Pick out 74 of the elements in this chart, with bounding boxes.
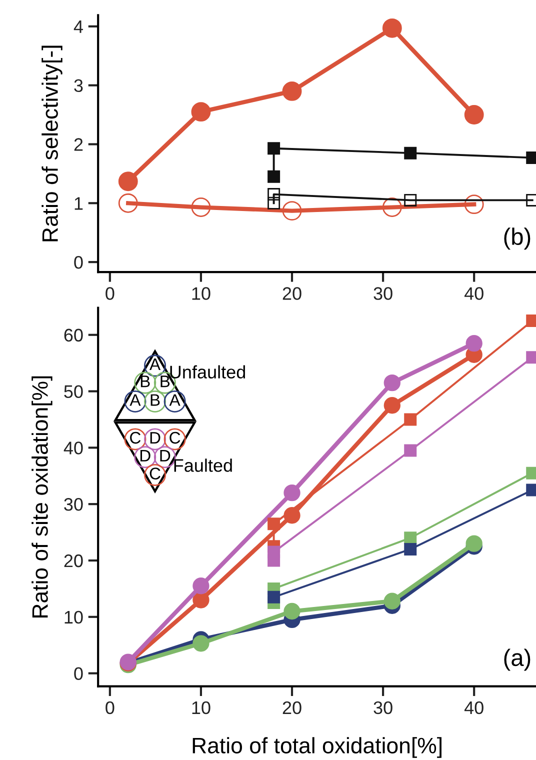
x-tick-label: 0 <box>106 701 114 714</box>
annotation: B <box>160 376 170 388</box>
point <box>404 542 417 556</box>
annotation: A <box>149 358 161 370</box>
point <box>118 193 138 213</box>
point <box>404 194 417 206</box>
y-axis-title: Ratio of selectivity[-] <box>42 46 62 242</box>
point <box>284 484 300 502</box>
annotation: C <box>130 432 141 444</box>
point <box>404 532 417 544</box>
y-tick-label: 60 <box>64 328 83 342</box>
point <box>382 198 402 217</box>
y-axis-title: Ratio of site oxidation[%] <box>32 376 52 618</box>
annotation: (b) <box>504 228 530 250</box>
x-tick-label: 0 <box>106 287 114 300</box>
annotation: C <box>170 432 180 444</box>
y-tick-label: 40 <box>64 442 83 454</box>
x-tick-label: 30 <box>374 701 392 714</box>
point <box>404 146 417 160</box>
point <box>192 635 210 652</box>
y-tick-label: 50 <box>64 385 83 398</box>
annotation: D <box>160 450 170 462</box>
annotation: C <box>150 468 160 480</box>
annotation: (a) <box>504 648 530 671</box>
point <box>191 102 211 122</box>
x-tick-label: 40 <box>464 701 484 714</box>
point <box>268 518 280 530</box>
annotation: Unfaulted <box>170 365 246 378</box>
point <box>404 413 417 426</box>
x-axis-title: Ratio of total oxidation[%] <box>192 737 442 758</box>
annotation: A <box>169 394 180 406</box>
y-tick-label: 0 <box>74 667 83 680</box>
point <box>192 592 210 608</box>
y-tick-label: 2 <box>74 138 83 151</box>
annotation: D <box>140 450 150 462</box>
y-tick-label: 0 <box>74 256 83 269</box>
point <box>282 201 302 221</box>
point <box>384 374 400 392</box>
point <box>384 397 400 414</box>
annotation: Faulted <box>174 458 232 472</box>
point <box>464 105 484 124</box>
annotation: D <box>150 432 160 444</box>
point <box>192 578 210 594</box>
y-tick-label: 20 <box>64 554 83 568</box>
y-tick-label: 30 <box>64 498 83 511</box>
x-tick-label: 40 <box>464 287 484 300</box>
x-tick-label: 10 <box>192 287 210 300</box>
point <box>191 198 211 217</box>
y-tick-label: 1 <box>74 197 83 210</box>
x-tick-label: 20 <box>282 287 302 300</box>
point <box>118 172 138 192</box>
y-tick-label: 10 <box>64 610 83 624</box>
x-tick-label: 20 <box>282 701 302 714</box>
x-tick-label: 30 <box>374 287 392 300</box>
point <box>466 535 482 552</box>
point <box>268 142 280 155</box>
point <box>284 602 300 620</box>
annotation: B <box>140 376 150 388</box>
point <box>404 444 417 457</box>
point <box>466 335 482 352</box>
point <box>384 592 400 610</box>
point <box>268 590 280 604</box>
annotation: A <box>130 394 141 406</box>
point <box>268 170 280 183</box>
y-tick-label: 3 <box>74 79 83 92</box>
point <box>464 194 484 214</box>
point <box>268 188 280 201</box>
annotation: B <box>150 394 160 406</box>
y-tick-label: 4 <box>74 20 83 33</box>
point <box>382 18 402 38</box>
point <box>268 196 280 210</box>
x-tick-label: 10 <box>192 701 210 714</box>
point <box>268 546 280 558</box>
point <box>282 81 302 101</box>
